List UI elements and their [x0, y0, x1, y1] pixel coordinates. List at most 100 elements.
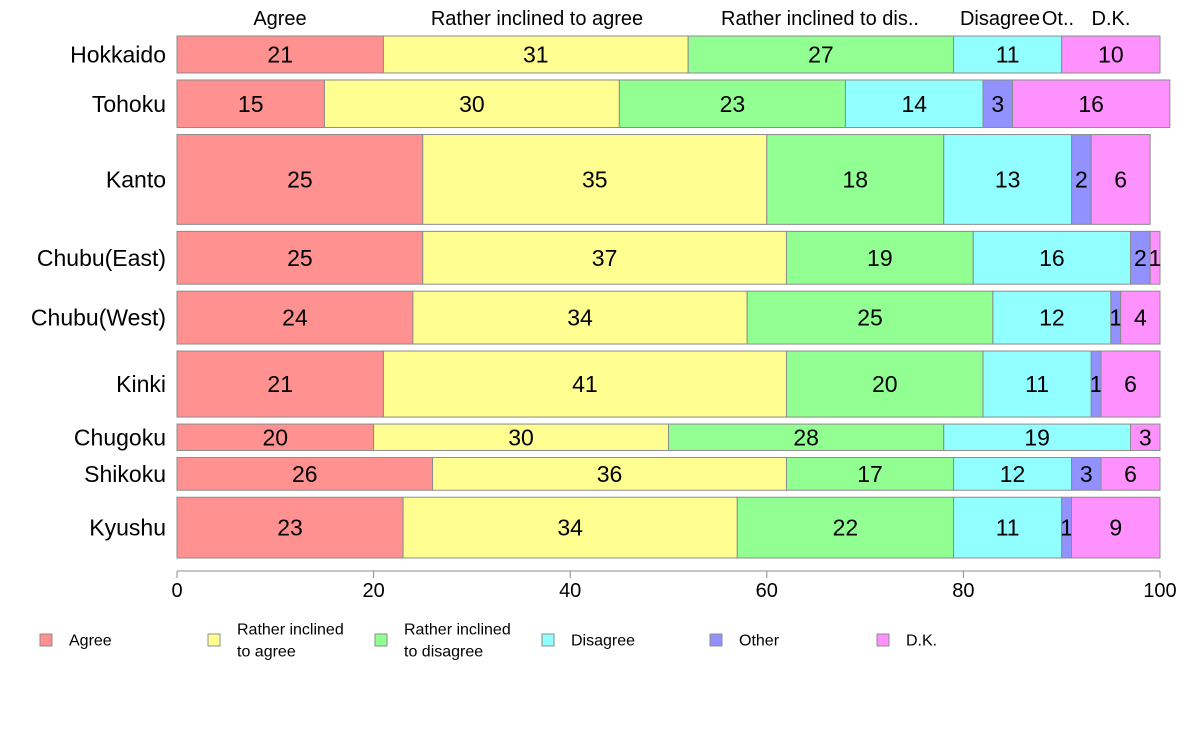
data-label: 4: [1134, 305, 1147, 331]
data-label: 23: [720, 91, 746, 117]
legend-swatch: [39, 633, 53, 647]
bar-segment-rather-inclined-to-agree: [422, 230, 787, 285]
bar-segment-rather-inclined-to-disagree: [746, 290, 994, 345]
data-label: 16: [1039, 245, 1065, 271]
data-label: 28: [793, 424, 819, 450]
data-label: 15: [238, 91, 264, 117]
legend-label: Rather inclined: [404, 622, 511, 639]
data-label: 6: [1114, 166, 1127, 192]
category-label: Hokkaido: [70, 41, 166, 67]
data-label: 3: [991, 91, 1004, 117]
legend-swatch: [374, 633, 388, 647]
legend-item-other: Other: [709, 633, 780, 650]
bar-segment-agree: [176, 35, 384, 74]
data-label: 36: [597, 461, 623, 487]
bar-segment-rather-inclined-to-agree: [323, 79, 620, 129]
legend-swatch: [709, 633, 723, 647]
bar-segment-agree: [176, 79, 325, 129]
data-label: 21: [267, 41, 293, 67]
x-axis: 0 20 40 60 80 100: [171, 570, 1177, 602]
data-label: 34: [557, 515, 583, 541]
data-label: 1: [1149, 245, 1162, 271]
bar-segment-d-k: [1012, 79, 1171, 129]
data-label: 21: [267, 371, 293, 397]
legend-swatch: [876, 633, 890, 647]
bar-segment-disagree: [943, 134, 1073, 225]
data-label: 14: [901, 91, 927, 117]
category-label: Kinki: [116, 371, 166, 397]
x-tick-label: 100: [1143, 580, 1176, 602]
x-tick-label: 60: [756, 580, 778, 602]
data-label: 11: [1025, 371, 1049, 397]
data-label: 6: [1124, 371, 1137, 397]
bar-segment-disagree: [953, 496, 1063, 559]
row-kinki: Kinki 21 41 20 11 1 6: [116, 350, 1161, 418]
bar-segment-other: [982, 79, 1014, 129]
data-label: 13: [995, 166, 1021, 192]
data-label: 27: [808, 41, 834, 67]
bar-segment-agree: [176, 230, 424, 285]
data-label: 22: [833, 515, 859, 541]
category-label: Chugoku: [74, 424, 166, 450]
legend-item-agree: Agree: [39, 633, 112, 650]
data-label: 11: [996, 515, 1020, 541]
data-label: 19: [867, 245, 893, 271]
data-label: 11: [996, 41, 1020, 67]
data-label: 6: [1124, 461, 1137, 487]
bar-segment-d-k: [1149, 230, 1161, 285]
category-label: Chubu(East): [37, 245, 166, 271]
bar-segment-agree: [176, 134, 424, 225]
data-label: 1: [1060, 515, 1073, 541]
category-label: Chubu(West): [31, 305, 166, 331]
bar-segment-d-k: [1100, 456, 1161, 491]
data-label: 25: [287, 166, 313, 192]
bar-segment-d-k: [1061, 35, 1161, 74]
row-chubu-east: Chubu(East) 25 37 19 16 2 1: [37, 230, 1162, 285]
data-label: 9: [1109, 515, 1122, 541]
bar-segment-agree: [176, 456, 434, 491]
data-label: 35: [582, 166, 608, 192]
data-label: 16: [1078, 91, 1104, 117]
x-tick-label: 40: [559, 580, 581, 602]
legend-swatch: [541, 633, 555, 647]
bar-segment-d-k: [1120, 290, 1161, 345]
bar-segment-rather-inclined-to-agree: [402, 496, 738, 559]
data-label: 2: [1075, 166, 1088, 192]
row-chubu-west: Chubu(West) 24 34 25 12 1 4: [31, 290, 1161, 345]
bar-segment-rather-inclined-to-agree: [382, 35, 689, 74]
row-shikoku: Shikoku 26 36 17 12 3 6: [84, 456, 1161, 491]
legend-label: Agree: [69, 633, 112, 650]
x-tick-label: 20: [362, 580, 384, 602]
data-label: 37: [592, 245, 618, 271]
bar-segment-rather-inclined-to-agree: [432, 456, 787, 491]
bar-segment-rather-inclined-to-agree: [412, 290, 748, 345]
data-label: 12: [1039, 305, 1065, 331]
data-label: 1: [1090, 371, 1103, 397]
top-label-disagree: Disagree: [960, 8, 1040, 30]
row-kyushu: Kyushu 23 34 22 11 1 9: [89, 496, 1161, 559]
legend-label: to agree: [237, 644, 296, 661]
top-label-other: Ot..: [1042, 8, 1074, 30]
bar-segment-disagree: [844, 79, 984, 129]
bar-segment-d-k: [1071, 496, 1161, 559]
bar-segment-rather-inclined-to-disagree: [766, 134, 945, 225]
category-label: Kanto: [106, 166, 166, 192]
bar-segment-disagree: [982, 350, 1092, 418]
data-label: 26: [292, 461, 318, 487]
data-label: 30: [508, 424, 534, 450]
top-series-labels: Agree Rather inclined to agree Rather incl…: [253, 8, 1130, 30]
data-label: 19: [1024, 424, 1050, 450]
top-label-agree: Agree: [253, 8, 306, 30]
data-label: 18: [842, 166, 868, 192]
data-label: 34: [567, 305, 593, 331]
bar-segment-disagree: [992, 290, 1112, 345]
legend-item-d-k: D.K.: [876, 633, 937, 650]
legend-item-disagree: Disagree: [541, 633, 635, 650]
legend-label: Disagree: [571, 633, 635, 650]
bar-segment-rather-inclined-to-disagree: [736, 496, 955, 559]
data-label: 41: [572, 371, 598, 397]
bar-segment-rather-inclined-to-disagree: [618, 79, 846, 129]
